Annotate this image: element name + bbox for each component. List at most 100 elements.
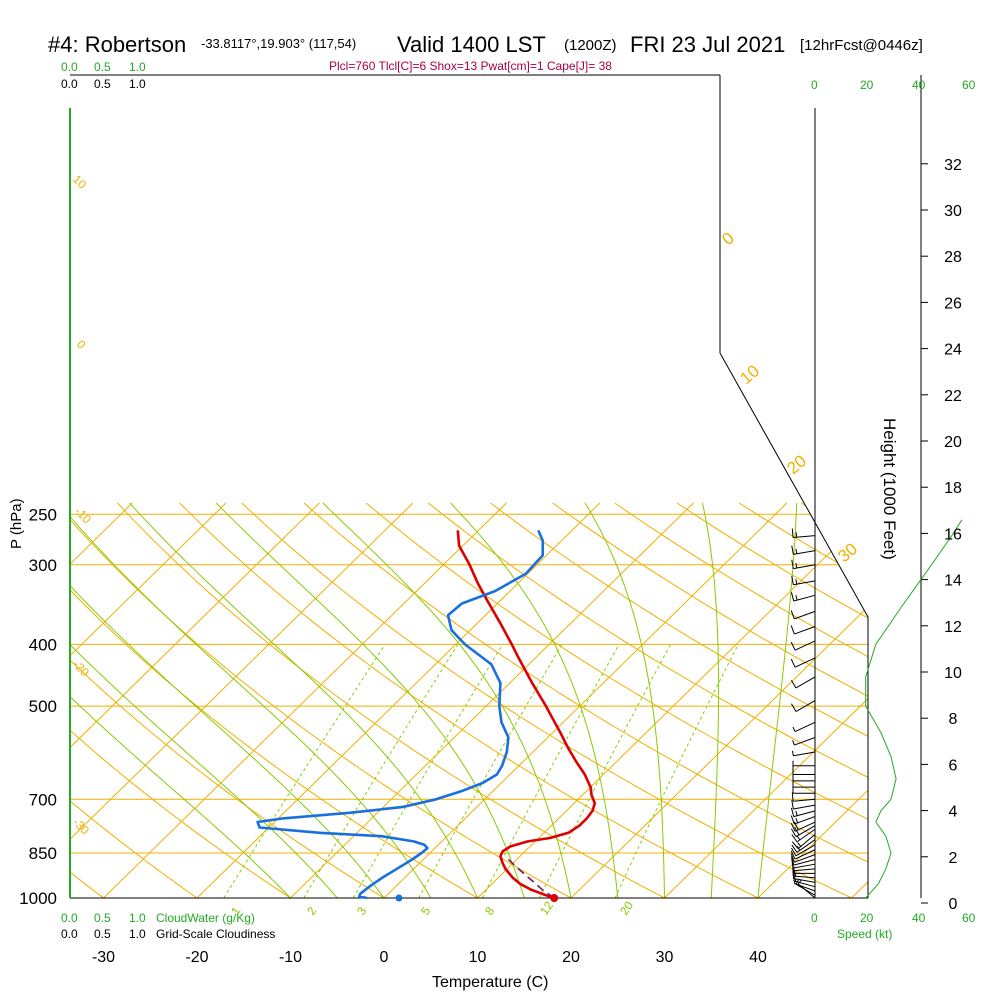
- dry-adiabat-label: 30: [834, 539, 861, 566]
- surface-temperature-dot: [550, 894, 559, 902]
- x-tick-label: -20: [185, 949, 208, 966]
- wind-barb: [790, 849, 816, 860]
- barb-flag: [791, 679, 797, 689]
- x-tick-label: -10: [279, 949, 302, 966]
- height-tick-label: 18: [944, 480, 962, 497]
- barb-flag: [791, 575, 794, 585]
- moist-adiabat: [70, 502, 291, 898]
- barb-shaft: [794, 657, 816, 668]
- barb-shaft: [793, 535, 816, 539]
- pressure-label: 850: [29, 844, 57, 863]
- wind-barb: [792, 784, 815, 794]
- barb-flag: [791, 750, 794, 756]
- stability-indices: Plcl=760 Tlcl[C]=6 Shox=13 Pwat[cm]=1 Ca…: [329, 59, 612, 73]
- pressure-label: 500: [29, 697, 57, 716]
- x-tick-label: 20: [562, 949, 580, 966]
- isotherm: [931, 503, 1000, 911]
- cloudiness-scale-bottom-2: 1.0: [129, 927, 146, 941]
- pressure-label: 400: [29, 635, 57, 654]
- isotherm: [70, 502, 227, 898]
- barb-shaft: [795, 883, 816, 896]
- y-axis-title: P (hPa): [8, 498, 25, 549]
- barb-flag: [795, 595, 798, 601]
- dry-adiabat-label: -30: [70, 815, 92, 837]
- x-axis-title: Temperature (C): [432, 974, 548, 991]
- speed-scale-bottom-0: 0: [811, 911, 818, 925]
- barb-flag: [795, 579, 798, 585]
- barb-shaft: [794, 721, 816, 733]
- pressure-label: 1000: [19, 889, 57, 908]
- moist-adiabat: [70, 502, 338, 898]
- wind-barb: [791, 559, 816, 570]
- isotherm: [837, 502, 868, 898]
- wind-barb: [791, 676, 816, 689]
- barb-shaft: [794, 849, 816, 860]
- cloudiness-label: Grid-Scale Cloudiness: [156, 927, 275, 941]
- height-tick-label: 22: [944, 388, 962, 405]
- dry-adiabat: [70, 502, 217, 898]
- barb-flag: [790, 641, 796, 651]
- height-tick-label: 10: [944, 665, 962, 682]
- moist-adiabat: [322, 502, 572, 898]
- isotherm: [276, 502, 694, 898]
- cloudiness-scale-top-0: 0.0: [61, 77, 78, 91]
- wind-barb: [791, 750, 816, 757]
- dewpoint-line: [256, 529, 545, 900]
- mixing-ratio-label: 3: [354, 904, 369, 918]
- height-tick-label: 28: [944, 249, 962, 266]
- height-tick-label: 32: [944, 157, 962, 174]
- barb-flag: [790, 658, 796, 668]
- barb-flag: [790, 592, 795, 602]
- barb-flag: [791, 545, 794, 555]
- dry-adiabat: [614, 502, 868, 898]
- wind-barb: [791, 844, 816, 857]
- background-lines: [70, 502, 1000, 911]
- dry-adiabat: [117, 502, 691, 898]
- mixing-ratio-label: 20: [617, 898, 636, 917]
- speed-scale-top-2: 40: [912, 78, 926, 92]
- moist-adiabat: [450, 502, 619, 898]
- wind-barb: [792, 869, 816, 883]
- moist-adiabat: [702, 502, 720, 898]
- speed-label: Speed (kt): [837, 927, 892, 941]
- wind-barb: [792, 771, 815, 782]
- cloud-scale-bottom-1: 0.5: [94, 911, 111, 925]
- wind-barb: [790, 821, 816, 832]
- wind-barb: [791, 528, 816, 539]
- mixing-ratio-line: [614, 644, 739, 898]
- dry-adiabat: [303, 502, 868, 898]
- height-tick-label: 0: [949, 896, 958, 913]
- height-tick-label: 26: [944, 295, 962, 312]
- forecast-date: FRI 23 Jul 2021: [630, 32, 785, 57]
- isotherm: [89, 502, 507, 898]
- barb-shaft: [795, 700, 816, 712]
- cloudiness-scale-bottom-0: 0.0: [61, 927, 78, 941]
- wind-barb: [790, 640, 816, 651]
- barb-shaft: [793, 863, 816, 869]
- cloud-scale-top-1: 0.5: [94, 60, 111, 74]
- barb-flag: [795, 817, 799, 824]
- moist-adiabat: [215, 502, 525, 898]
- speed-scale-top-3: 60: [962, 78, 976, 92]
- dry-adiabat: [70, 502, 312, 898]
- barb-flag: [792, 869, 796, 879]
- isotherm: [463, 502, 868, 898]
- barb-shaft: [793, 751, 816, 757]
- barb-flag: [791, 559, 794, 569]
- barb-flag: [797, 879, 802, 885]
- wind-barb: [792, 721, 816, 733]
- speed-scale-bottom-2: 40: [912, 911, 926, 925]
- barb-flag: [792, 726, 796, 732]
- mixing-ratio-label: 2: [304, 904, 319, 918]
- cloud-water-label: CloudWater (g/Kg): [156, 911, 255, 925]
- barb-flag: [791, 841, 799, 849]
- height-tick-label: 14: [944, 573, 962, 590]
- barb-shaft: [794, 854, 816, 863]
- barb-shaft: [797, 834, 816, 850]
- wind-barb: [790, 592, 816, 602]
- wind-barb: [791, 792, 816, 802]
- barb-flag: [790, 807, 795, 817]
- barb-flag: [790, 850, 796, 860]
- height-axis-title: Height (1000 Feet): [880, 418, 899, 560]
- wind-barb: [791, 700, 816, 712]
